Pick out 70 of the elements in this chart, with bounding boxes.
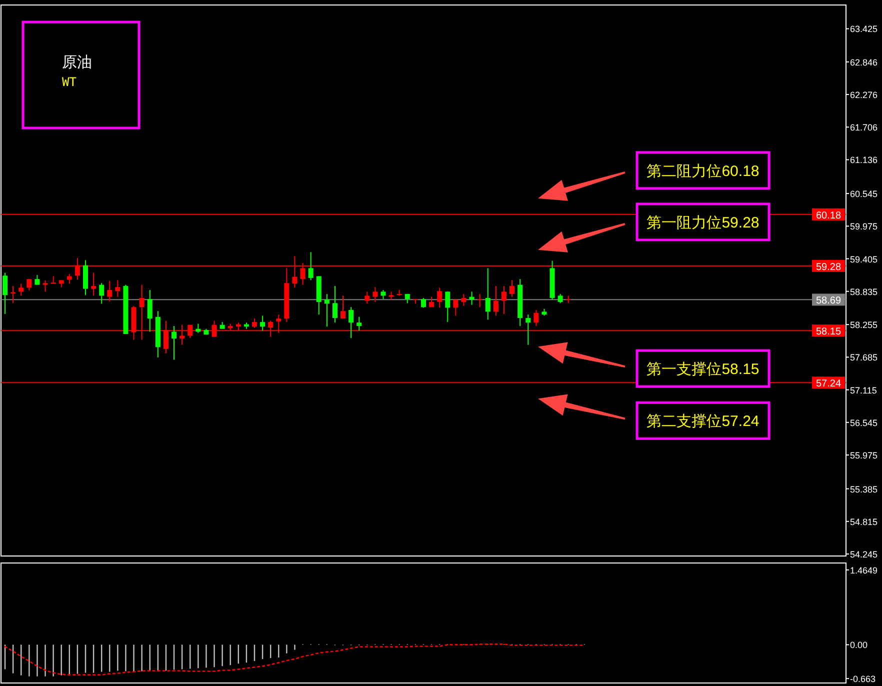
candlestick [477, 293, 482, 308]
y-tick-label: 0.00 [850, 640, 868, 650]
y-tick-label: 62.276 [850, 90, 878, 100]
candlestick [493, 285, 498, 316]
candlestick [107, 280, 112, 302]
candlestick [99, 282, 104, 304]
y-tick-label: 56.545 [850, 418, 878, 428]
candlestick [485, 268, 490, 320]
candlestick [18, 283, 24, 296]
y-tick-label: 61.136 [850, 155, 878, 166]
y-tick-label: 54.245 [850, 549, 878, 560]
candlestick [453, 299, 458, 316]
candlestick [510, 280, 515, 298]
candlestick [260, 315, 266, 332]
candlestick [445, 291, 450, 322]
ref-line-label: 58.15 [816, 326, 842, 338]
candlestick [115, 280, 120, 298]
annotation: 第一阻力位59.28 [646, 214, 760, 232]
candlestick [308, 252, 314, 281]
annotation: 第二阻力位60.18 [646, 162, 760, 180]
candlestick [558, 293, 563, 304]
candlestick [348, 306, 354, 339]
line-series [4, 644, 586, 676]
ref-line-label: 58.69 [816, 296, 842, 307]
candlestick [364, 291, 370, 304]
y-tick-label: 58.835 [850, 286, 878, 297]
text: WT [62, 75, 76, 89]
candlestick [380, 289, 386, 300]
candlestick [42, 280, 48, 292]
y-tick-label: 58.255 [850, 320, 878, 330]
y-tick-label: 54.815 [850, 516, 878, 527]
candlestick [340, 295, 346, 320]
text: 原油 [62, 54, 92, 71]
candlestick [147, 289, 152, 332]
y-tick-label: 57.685 [850, 352, 878, 363]
candlestick [91, 272, 96, 296]
y-tick-label: 1.4649 [850, 565, 878, 576]
y-tick-label: 60.545 [850, 189, 878, 200]
candlestick [2, 272, 8, 314]
y-tick-label: 57.115 [850, 385, 877, 396]
y-tick-label: 61.706 [850, 122, 878, 133]
ref-line-label: 59.28 [816, 262, 842, 273]
y-tick-label: 55.385 [850, 484, 878, 494]
candlestick [26, 278, 32, 292]
candlestick [324, 293, 330, 328]
y-tick-label: 59.405 [850, 254, 878, 264]
annotation: 第二支撑位57.24 [646, 413, 760, 430]
candlestick [534, 309, 539, 326]
candlestick [356, 316, 362, 332]
candlestick [10, 285, 16, 304]
candlestick [172, 325, 177, 360]
y-tick-label: 59.975 [850, 222, 878, 232]
annotation: 第一支撑位58.15 [646, 361, 760, 378]
ref-line-label: 60.18 [816, 210, 842, 222]
candlestick [421, 297, 426, 308]
candlestick [332, 285, 338, 324]
candlestick [83, 260, 88, 296]
candlestick [461, 293, 466, 306]
y-tick-label: 62.846 [850, 57, 878, 68]
candlestick [501, 285, 506, 314]
candlestick [252, 318, 257, 328]
y-tick-label: 63.425 [850, 24, 878, 34]
candlestick [66, 273, 72, 284]
y-tick-label: 55.975 [850, 450, 878, 461]
ref-line-label: 57.24 [816, 378, 842, 390]
candlestick [372, 286, 378, 302]
candlestick [34, 274, 40, 286]
candlestick [437, 287, 442, 308]
y-tick-label: -0.663 [850, 674, 876, 684]
candlestick [526, 314, 531, 346]
